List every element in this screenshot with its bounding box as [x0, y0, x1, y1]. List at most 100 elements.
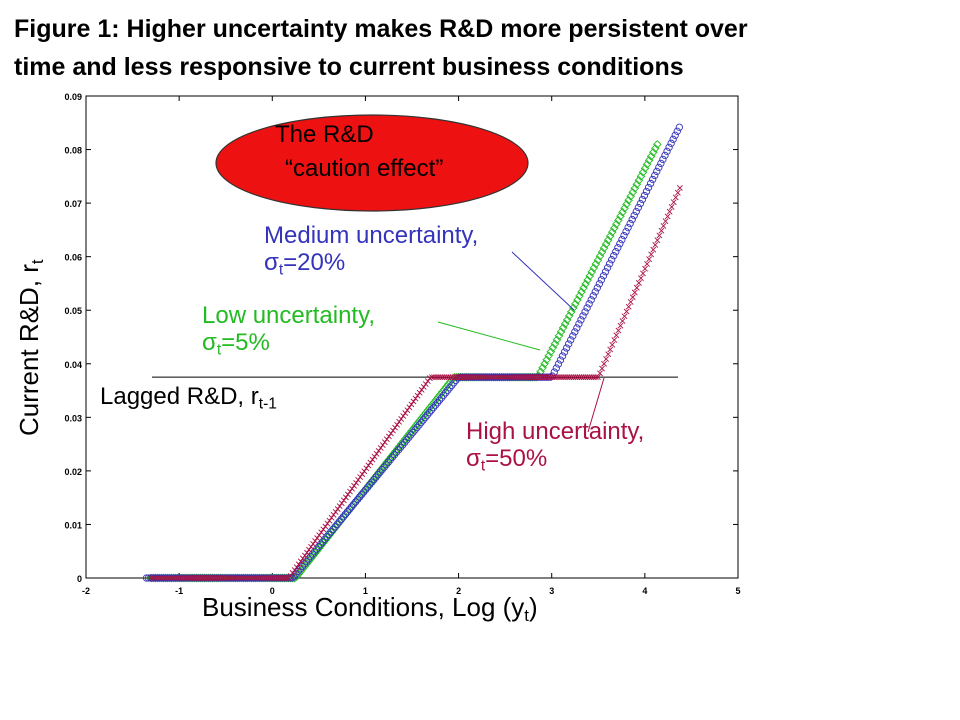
series-high-point: [672, 194, 679, 201]
series-high-point: [664, 213, 671, 220]
series-low-point: [634, 175, 644, 185]
series-medium-point: [333, 520, 341, 528]
series-high-point: [301, 552, 308, 559]
series-high-point: [656, 232, 663, 239]
series-medium-point: [306, 552, 315, 561]
series-high-point: [420, 384, 427, 390]
series-medium-point: [642, 187, 651, 196]
series-high-point: [373, 450, 380, 457]
series-medium-point: [562, 344, 571, 352]
series-medium-point: [554, 360, 563, 368]
series-high-point: [365, 462, 372, 469]
series-medium-point: [636, 199, 645, 208]
series-medium-point: [401, 438, 409, 447]
series-medium-point: [671, 131, 679, 139]
series-low-point: [564, 311, 574, 321]
series-medium-point: [560, 348, 569, 356]
series-low-point: [593, 255, 603, 265]
series-medium-point: [343, 508, 352, 516]
series-medium-point: [325, 530, 333, 538]
series-medium-point: [624, 223, 632, 232]
low-label-line1: Low uncertainty,: [202, 302, 375, 329]
series-medium-point: [673, 127, 681, 135]
series-high-point: [629, 294, 636, 301]
series-medium-point: [425, 408, 433, 417]
series-medium-point: [651, 171, 659, 180]
series-medium-point: [339, 513, 347, 521]
series-medium-point: [638, 195, 647, 204]
series-medium-point: [384, 458, 392, 466]
figure-title-line2: time and less responsive to current busi…: [14, 53, 684, 81]
series-medium-point: [649, 175, 657, 184]
series-high-point: [361, 468, 368, 475]
series-medium-point: [655, 163, 663, 172]
series-medium-point: [665, 143, 673, 151]
series-high-point: [351, 482, 357, 489]
series-high-point: [597, 370, 603, 377]
series-high-point: [394, 421, 401, 428]
series-low-point: [653, 140, 662, 149]
series-medium-point: [597, 276, 606, 284]
series-high-point: [615, 327, 622, 334]
series-medium-point: [612, 248, 620, 256]
series-medium-point: [396, 443, 405, 451]
series-high-point: [367, 459, 374, 466]
series-medium-point: [341, 510, 349, 519]
series-high-point: [306, 546, 312, 553]
series-high-point: [342, 494, 349, 501]
series-medium-point: [421, 413, 429, 422]
series-high-point: [412, 395, 419, 402]
series-medium-point: [413, 423, 421, 432]
series-high-point: [668, 204, 675, 210]
series-medium-point: [556, 356, 565, 364]
y-tick-label: 0.02: [64, 467, 82, 477]
series-high-point: [291, 567, 298, 573]
series-high-point: [383, 436, 390, 443]
series-high-point: [289, 570, 296, 576]
series-low-point: [620, 203, 629, 213]
y-tick-label: 0.09: [64, 92, 82, 102]
series-medium-point: [411, 426, 419, 434]
series-medium-point: [581, 308, 589, 316]
series-low-point: [618, 207, 627, 217]
series-low-point: [575, 291, 584, 301]
series-low-point: [581, 279, 590, 289]
series-high-point: [599, 365, 605, 372]
series-low-point: [560, 319, 570, 329]
series-medium-point: [444, 386, 452, 394]
series-medium-point: [308, 550, 317, 558]
series-low-point: [607, 227, 617, 237]
series-high-point: [283, 575, 290, 581]
series-medium-point: [610, 252, 618, 260]
series-high-point: [347, 488, 353, 495]
series-low-point: [601, 239, 611, 249]
series-low-point: [587, 267, 597, 277]
series-low-point: [648, 148, 658, 157]
series-low-point: [616, 211, 625, 221]
y-tick-label: 0.03: [64, 413, 82, 423]
series-low-point: [626, 191, 636, 201]
series-medium-point: [300, 560, 308, 568]
series-medium-point: [403, 436, 411, 444]
series-low-point: [589, 263, 599, 273]
series-medium-point: [429, 403, 438, 412]
high-leader-line: [587, 377, 605, 433]
series-medium-point: [571, 328, 579, 336]
lagged-label-main: Lagged R&D, r: [100, 383, 259, 410]
series-medium-point: [378, 466, 386, 474]
series-medium-point: [331, 523, 339, 531]
series-low-point: [644, 156, 654, 165]
series-medium-point: [440, 391, 448, 399]
series-medium-point: [446, 384, 454, 392]
series-medium-point: [374, 470, 382, 479]
series-low-point: [566, 307, 576, 317]
series-high-point: [644, 261, 651, 267]
y-axis-ticks: 0 0.01 0.02 0.03 0.04 0.05 0.06 0.07 0.08 0.09: [64, 92, 738, 584]
series-low-point: [599, 243, 609, 253]
series-low-point: [579, 283, 588, 293]
y-tick-label: 0.05: [64, 306, 82, 316]
series-low-point: [571, 299, 580, 309]
series-medium-point: [591, 288, 599, 296]
figure-title-line1: Figure 1: Higher uncertainty makes R&D m…: [14, 15, 748, 43]
